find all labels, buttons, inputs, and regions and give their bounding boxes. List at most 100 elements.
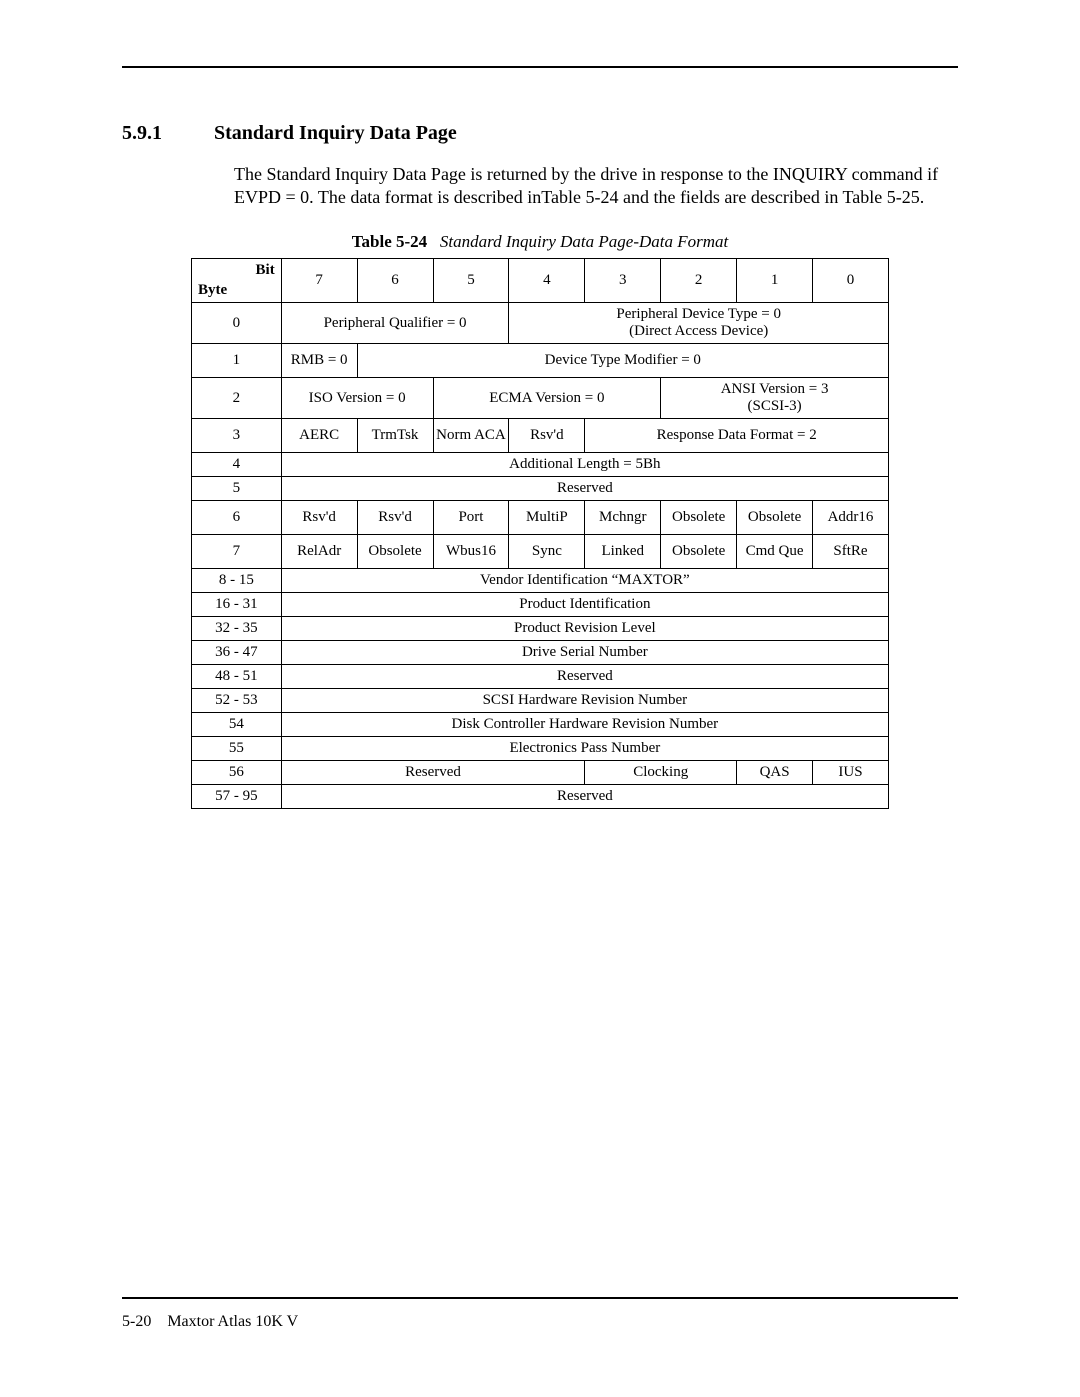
bit-header: 2 [661, 259, 737, 303]
page-footer: 5-20 Maxtor Atlas 10K V [122, 1297, 958, 1331]
data-cell: ISO Version = 0 [281, 378, 433, 419]
data-cell: IUS [813, 761, 889, 785]
byte-cell: 8 - 15 [192, 569, 282, 593]
data-cell: Rsv'd [357, 501, 433, 535]
byte-cell: 6 [192, 501, 282, 535]
data-cell: Vendor Identification “MAXTOR” [281, 569, 888, 593]
data-cell: Addr16 [813, 501, 889, 535]
byte-cell: 2 [192, 378, 282, 419]
table-row: 7RelAdrObsoleteWbus16SyncLinkedObsoleteC… [192, 535, 889, 569]
bit-header: 3 [585, 259, 661, 303]
data-cell: Obsolete [661, 535, 737, 569]
header-row: Bit Byte 7 6 5 4 3 2 1 0 [192, 259, 889, 303]
data-cell: AERC [281, 419, 357, 453]
data-cell: Obsolete [661, 501, 737, 535]
corner-cell: Bit Byte [192, 259, 282, 303]
data-cell: Obsolete [357, 535, 433, 569]
table-row: 0Peripheral Qualifier = 0Peripheral Devi… [192, 303, 889, 344]
data-cell: QAS [737, 761, 813, 785]
table-row: 36 - 47Drive Serial Number [192, 641, 889, 665]
table-row: 3AERCTrmTskNorm ACARsv'dResponse Data Fo… [192, 419, 889, 453]
table-row: 56ReservedClockingQASIUS [192, 761, 889, 785]
section-heading: 5.9.1 Standard Inquiry Data Page [122, 122, 958, 145]
table-row: 32 - 35Product Revision Level [192, 617, 889, 641]
data-cell: MultiP [509, 501, 585, 535]
data-cell: Peripheral Qualifier = 0 [281, 303, 509, 344]
table-row: 52 - 53SCSI Hardware Revision Number [192, 689, 889, 713]
byte-cell: 56 [192, 761, 282, 785]
byte-cell: 36 - 47 [192, 641, 282, 665]
table-row: 6Rsv'dRsv'dPortMultiPMchngrObsoleteObsol… [192, 501, 889, 535]
data-cell: Sync [509, 535, 585, 569]
data-cell: Device Type Modifier = 0 [357, 344, 888, 378]
data-cell: ECMA Version = 0 [433, 378, 661, 419]
data-cell: RMB = 0 [281, 344, 357, 378]
byte-cell: 54 [192, 713, 282, 737]
data-cell: Port [433, 501, 509, 535]
page: 5.9.1 Standard Inquiry Data Page The Sta… [0, 0, 1080, 1397]
table-row: 16 - 31Product Identification [192, 593, 889, 617]
data-cell: Response Data Format = 2 [585, 419, 889, 453]
data-cell: Peripheral Device Type = 0(Direct Access… [509, 303, 889, 344]
table-label: Table 5-24 [352, 232, 427, 251]
byte-cell: 0 [192, 303, 282, 344]
data-cell: Additional Length = 5Bh [281, 453, 888, 477]
byte-cell: 55 [192, 737, 282, 761]
table-row: 55Electronics Pass Number [192, 737, 889, 761]
data-cell: Reserved [281, 761, 585, 785]
byte-cell: 3 [192, 419, 282, 453]
corner-bit: Bit [256, 262, 275, 279]
table-row: 1RMB = 0Device Type Modifier = 0 [192, 344, 889, 378]
data-cell: TrmTsk [357, 419, 433, 453]
data-cell: Rsv'd [281, 501, 357, 535]
byte-cell: 57 - 95 [192, 785, 282, 809]
table-body: 0Peripheral Qualifier = 0Peripheral Devi… [192, 303, 889, 809]
data-cell: Reserved [281, 785, 888, 809]
table-title: Standard Inquiry Data Page-Data Format [440, 232, 728, 251]
data-cell: Disk Controller Hardware Revision Number [281, 713, 888, 737]
table-head: Bit Byte 7 6 5 4 3 2 1 0 [192, 259, 889, 303]
table-caption: Table 5-24 Standard Inquiry Data Page-Da… [122, 232, 958, 252]
byte-cell: 16 - 31 [192, 593, 282, 617]
bit-header: 5 [433, 259, 509, 303]
data-cell: Cmd Que [737, 535, 813, 569]
table-row: 8 - 15Vendor Identification “MAXTOR” [192, 569, 889, 593]
data-cell: Linked [585, 535, 661, 569]
bit-header: 6 [357, 259, 433, 303]
bit-header: 0 [813, 259, 889, 303]
section-title: Standard Inquiry Data Page [214, 122, 457, 145]
data-cell: Norm ACA [433, 419, 509, 453]
data-cell: Product Revision Level [281, 617, 888, 641]
byte-cell: 4 [192, 453, 282, 477]
bit-header: 7 [281, 259, 357, 303]
table-row: 57 - 95Reserved [192, 785, 889, 809]
table-row: 4Additional Length = 5Bh [192, 453, 889, 477]
section-paragraph: The Standard Inquiry Data Page is return… [234, 163, 958, 208]
data-cell: Wbus16 [433, 535, 509, 569]
data-cell: Clocking [585, 761, 737, 785]
data-cell: RelAdr [281, 535, 357, 569]
table-row: 2ISO Version = 0ECMA Version = 0ANSI Ver… [192, 378, 889, 419]
footer-text: 5-20 Maxtor Atlas 10K V [122, 1313, 958, 1331]
table-row: 48 - 51Reserved [192, 665, 889, 689]
inquiry-data-table: Bit Byte 7 6 5 4 3 2 1 0 0Peripheral Qua… [191, 258, 889, 809]
table-row: 5Reserved [192, 477, 889, 501]
byte-cell: 32 - 35 [192, 617, 282, 641]
section-number: 5.9.1 [122, 122, 214, 145]
data-cell: SCSI Hardware Revision Number [281, 689, 888, 713]
data-cell: Reserved [281, 665, 888, 689]
data-cell: Product Identification [281, 593, 888, 617]
byte-cell: 48 - 51 [192, 665, 282, 689]
data-cell: Drive Serial Number [281, 641, 888, 665]
table-row: 54Disk Controller Hardware Revision Numb… [192, 713, 889, 737]
data-cell: SftRe [813, 535, 889, 569]
byte-cell: 5 [192, 477, 282, 501]
data-cell: Rsv'd [509, 419, 585, 453]
byte-cell: 52 - 53 [192, 689, 282, 713]
data-cell: ANSI Version = 3(SCSI-3) [661, 378, 889, 419]
bit-header: 4 [509, 259, 585, 303]
page-number: 5-20 [122, 1313, 151, 1330]
data-cell: Electronics Pass Number [281, 737, 888, 761]
bit-header: 1 [737, 259, 813, 303]
data-cell: Mchngr [585, 501, 661, 535]
